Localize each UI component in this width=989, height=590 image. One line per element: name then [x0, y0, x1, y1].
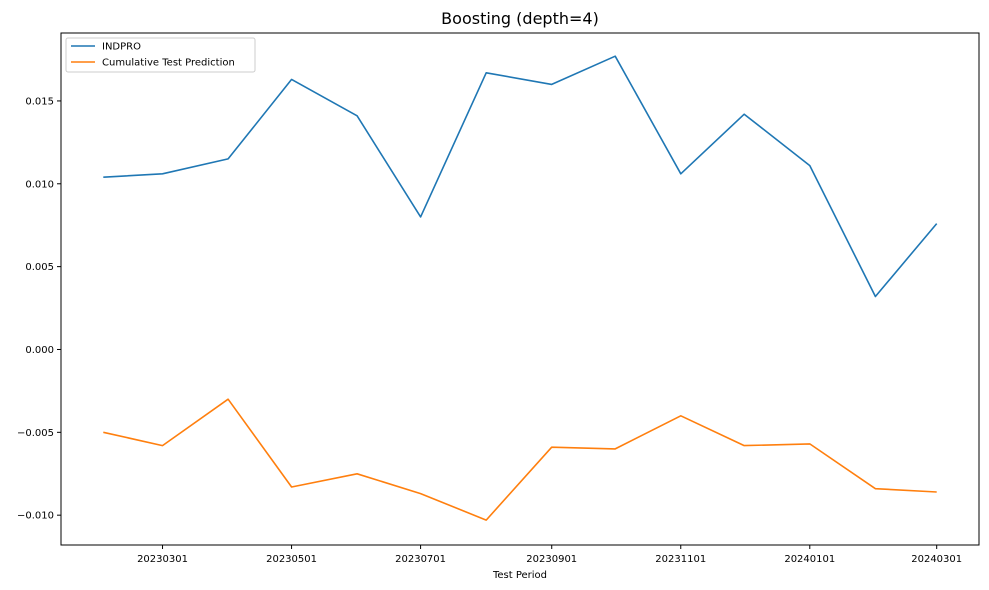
series-line-1	[103, 398, 937, 521]
x-axis: 20230301 20230501 20230701 20230901 20231101…	[137, 545, 962, 565]
legend: INDPRO Cumulative Test Prediction	[65, 37, 256, 73]
x-tick-label: 20230901	[526, 554, 577, 565]
chart-title: Boosting (depth=4)	[441, 9, 599, 28]
y-tick-label: −0.005	[17, 428, 54, 439]
x-tick-label: 20231101	[655, 554, 706, 565]
x-tick-label: 20240101	[784, 554, 835, 565]
legend-box	[65, 37, 256, 73]
legend-label: Cumulative Test Prediction	[102, 58, 235, 69]
x-tick-label: 20230301	[137, 554, 188, 565]
y-axis: −0.010 −0.005 0.000 0.005 0.010 0.015	[17, 96, 61, 522]
x-tick-label: 20230701	[395, 554, 446, 565]
x-tick-label: 20230501	[266, 554, 317, 565]
series-layer	[103, 55, 938, 521]
y-tick-label: 0.010	[25, 179, 54, 190]
legend-label: INDPRO	[102, 42, 141, 53]
y-tick-label: 0.015	[25, 96, 54, 107]
plot-frame	[60, 32, 980, 546]
y-tick-label: 0.000	[25, 345, 54, 356]
x-tick-label: 20240301	[911, 554, 962, 565]
series-line-0	[103, 55, 938, 298]
x-axis-label: Test Period	[492, 570, 547, 581]
y-tick-label: 0.005	[25, 262, 54, 273]
y-tick-label: −0.010	[17, 511, 54, 522]
